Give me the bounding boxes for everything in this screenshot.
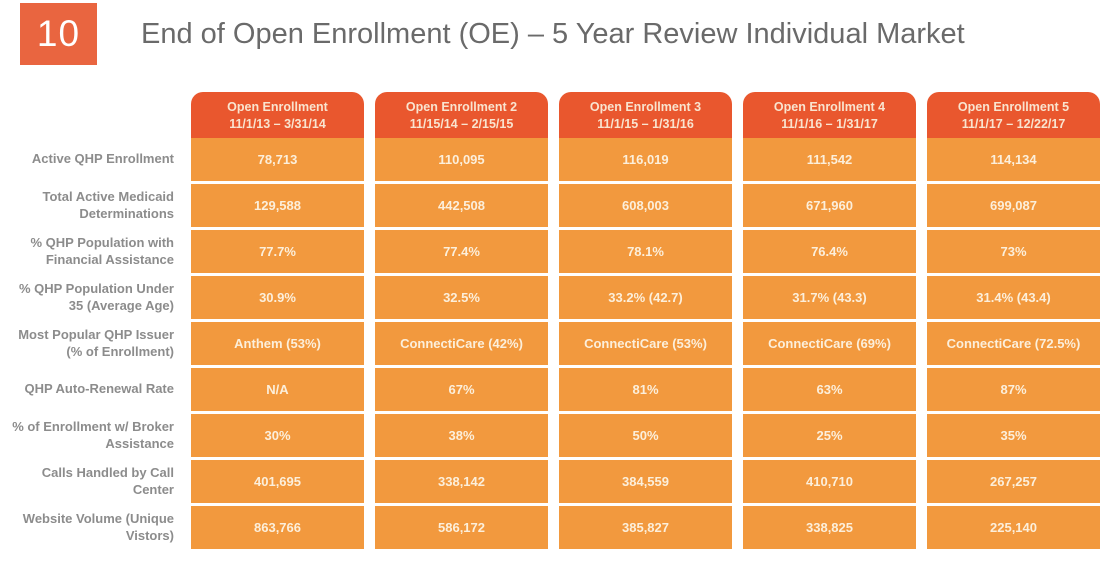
column-header-oe-1: Open Enrollment 11/1/13 – 3/31/14	[191, 92, 364, 140]
column-header-dates: 11/1/13 – 3/31/14	[229, 117, 326, 131]
table-cell: 114,134	[927, 138, 1100, 181]
table-cell: 111,542	[743, 138, 916, 181]
slide-header: 10 End of Open Enrollment (OE) – 5 Year …	[0, 0, 1100, 80]
column-header-dates: 11/1/16 – 1/31/17	[781, 117, 878, 131]
row-label: Most Popular QHP Issuer (% of Enrollment…	[18, 326, 174, 359]
table-cell: 671,960	[743, 184, 916, 227]
table-cell: 31.4% (43.4)	[927, 276, 1100, 319]
table-cell: 25%	[743, 414, 916, 457]
column-header-oe-3: Open Enrollment 3 11/1/15 – 1/31/16	[559, 92, 732, 140]
table-cell: 63%	[743, 368, 916, 411]
table-cell: 699,087	[927, 184, 1100, 227]
table-cell: 384,559	[559, 460, 732, 503]
column-header-label: Open Enrollment 2	[405, 99, 518, 114]
table-cell: 78,713	[191, 138, 364, 181]
table-cell: 81%	[559, 368, 732, 411]
table-cell: 225,140	[927, 506, 1100, 549]
table-cell: 76.4%	[743, 230, 916, 273]
table-cell: 338,142	[375, 460, 548, 503]
table-cell: 73%	[927, 230, 1100, 273]
row-label: % of Enrollment w/ Broker Assistance	[12, 418, 174, 451]
table-cell: ConnectiCare (42%)	[375, 322, 548, 365]
table-cell: 608,003	[559, 184, 732, 227]
row-label: Active QHP Enrollment	[31, 151, 174, 167]
column-header-label: Open Enrollment	[227, 99, 328, 114]
table-cell: 77.7%	[191, 230, 364, 273]
row-label: Website Volume (Unique Vistors)	[22, 510, 174, 543]
column-header-label: Open Enrollment 3	[589, 99, 702, 114]
page-title: End of Open Enrollment (OE) – 5 Year Rev…	[141, 18, 965, 50]
table-cell: 32.5%	[375, 276, 548, 319]
table-cell: 385,827	[559, 506, 732, 549]
table-cell: 116,019	[559, 138, 732, 181]
table-cell: 338,825	[743, 506, 916, 549]
table-cell: 863,766	[191, 506, 364, 549]
table-cell: 129,588	[191, 184, 364, 227]
column-header-label: Open Enrollment 4	[773, 99, 886, 114]
row-label: % QHP Population with Financial Assistan…	[30, 234, 174, 267]
open-enrollment-table: Open Enrollment 11/1/13 – 3/31/14 Open Enr…	[4, 92, 1100, 549]
table-cell: 33.2% (42.7)	[559, 276, 732, 319]
column-header-oe-5: Open Enrollment 5 11/1/17 – 12/22/17	[927, 92, 1100, 140]
table-cell: 30.9%	[191, 276, 364, 319]
table-cell: ConnectiCare (69%)	[743, 322, 916, 365]
column-header-dates: 11/15/14 – 2/15/15	[409, 117, 514, 131]
row-label: Calls Handled by Call Center	[41, 464, 174, 497]
column-header-oe-4: Open Enrollment 4 11/1/16 – 1/31/17	[743, 92, 916, 140]
table-cell: 77.4%	[375, 230, 548, 273]
table-cell: ConnectiCare (53%)	[559, 322, 732, 365]
table-cell: Anthem (53%)	[191, 322, 364, 365]
table-cell: 87%	[927, 368, 1100, 411]
table-corner-spacer	[4, 92, 180, 140]
table-cell: N/A	[191, 368, 364, 411]
table-cell: 410,710	[743, 460, 916, 503]
table-cell: 267,257	[927, 460, 1100, 503]
table-cell: 442,508	[375, 184, 548, 227]
table-cell: 110,095	[375, 138, 548, 181]
table-cell: 35%	[927, 414, 1100, 457]
row-label: QHP Auto-Renewal Rate	[24, 381, 174, 397]
column-header-dates: 11/1/17 – 12/22/17	[961, 117, 1066, 131]
table-cell: 586,172	[375, 506, 548, 549]
row-label: Total Active Medicaid Determinations	[42, 188, 174, 221]
column-header-oe-2: Open Enrollment 2 11/15/14 – 2/15/15	[375, 92, 548, 140]
column-header-label: Open Enrollment 5	[957, 99, 1070, 114]
table-cell: 78.1%	[559, 230, 732, 273]
table-cell: ConnectiCare (72.5%)	[927, 322, 1100, 365]
table-cell: 30%	[191, 414, 364, 457]
table-cell: 401,695	[191, 460, 364, 503]
table-cell: 31.7% (43.3)	[743, 276, 916, 319]
table-cell: 38%	[375, 414, 548, 457]
table-cell: 67%	[375, 368, 548, 411]
table-cell: 50%	[559, 414, 732, 457]
column-header-dates: 11/1/15 – 1/31/16	[597, 117, 694, 131]
slide-number-badge: 10	[20, 3, 97, 65]
row-label: % QHP Population Under 35 (Average Age)	[18, 280, 174, 313]
